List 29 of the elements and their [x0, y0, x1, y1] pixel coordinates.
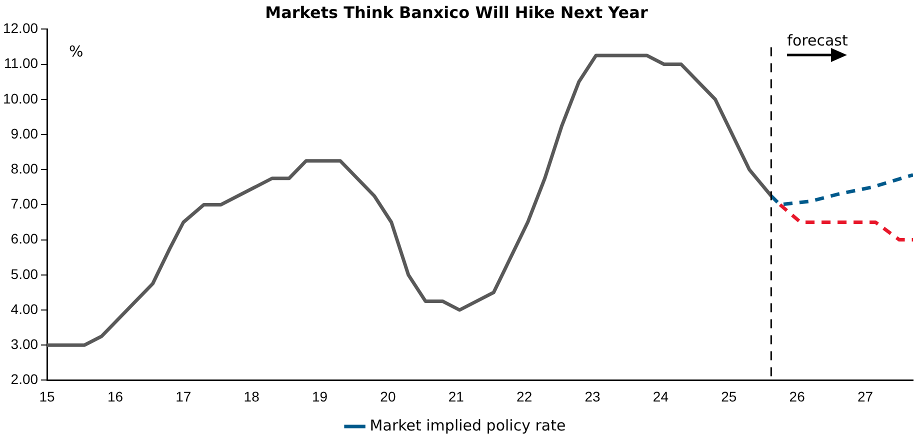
y-tick-label: 12.00 — [2, 20, 38, 36]
y-tick-label: 6.00 — [10, 230, 38, 247]
y-tick-label: 3.00 — [10, 336, 38, 352]
y-tick-label: 10.00 — [2, 90, 38, 106]
y-tick-label: 8.00 — [10, 160, 38, 176]
y-tick-label: 5.00 — [10, 266, 38, 282]
x-tick-label: 21 — [448, 388, 464, 404]
line-series — [769, 173, 913, 206]
y-tick-label: 7.00 — [10, 196, 38, 212]
x-tick-label: 22 — [516, 388, 532, 404]
y-axis-title: % — [69, 42, 84, 61]
y-tick-label: 11.00 — [4, 55, 38, 72]
x-tick-label: 26 — [789, 388, 806, 404]
chart-title: Markets Think Banxico Will Hike Next Year — [265, 2, 648, 22]
ref-line-label: forecast — [787, 32, 848, 50]
x-tick-label: 18 — [244, 388, 260, 404]
legend-label: Market implied policy rate — [370, 416, 566, 434]
x-tick-label: 16 — [107, 388, 124, 404]
x-tick-label: 20 — [380, 388, 396, 404]
x-tick-label: 15 — [39, 388, 56, 404]
y-tick-label: 4.00 — [10, 300, 38, 317]
x-tick-label: 25 — [721, 388, 737, 404]
y-tick-label: 9.00 — [10, 125, 38, 142]
x-tick-label: 27 — [857, 388, 874, 404]
x-tick-label: 19 — [312, 388, 328, 404]
x-tick-label: 24 — [652, 388, 669, 404]
x-tick-label: 17 — [176, 388, 192, 404]
x-tick-label: 23 — [584, 388, 601, 404]
y-tick-label: 2.00 — [10, 371, 38, 388]
